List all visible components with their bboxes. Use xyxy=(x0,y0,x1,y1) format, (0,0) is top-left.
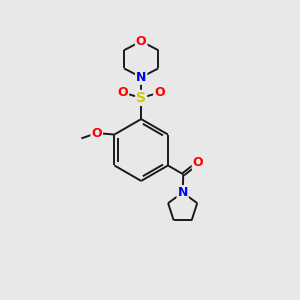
Text: O: O xyxy=(92,127,102,140)
Text: O: O xyxy=(118,86,128,99)
Text: N: N xyxy=(178,186,188,199)
Text: O: O xyxy=(154,86,165,99)
Text: N: N xyxy=(136,71,146,84)
Text: S: S xyxy=(136,91,146,105)
Text: O: O xyxy=(136,35,146,48)
Text: O: O xyxy=(193,156,203,169)
